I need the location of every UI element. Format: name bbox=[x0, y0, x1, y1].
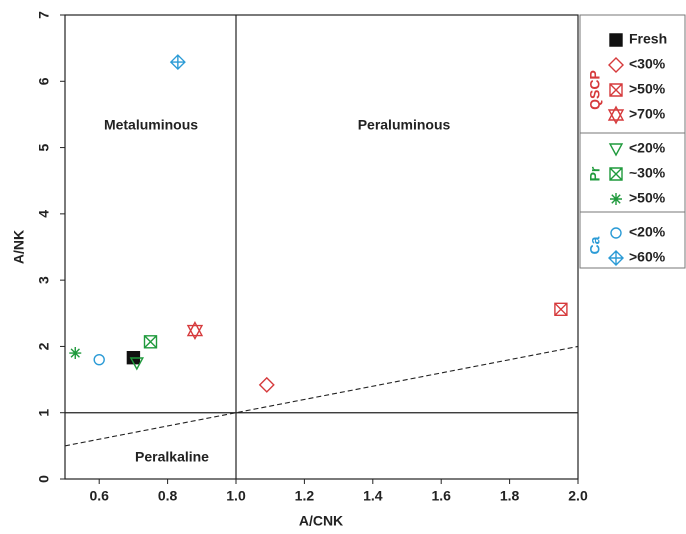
legend-group-label: Ca bbox=[587, 236, 603, 254]
x-tick-label: 1.2 bbox=[295, 488, 315, 504]
legend-box bbox=[579, 14, 686, 269]
y-tick-label: 7 bbox=[36, 11, 52, 19]
legend-marker bbox=[610, 227, 622, 239]
y-tick-label: 4 bbox=[36, 210, 52, 218]
y-tick-label: 5 bbox=[36, 143, 52, 151]
region-label: Peralkaline bbox=[135, 449, 209, 465]
data-point bbox=[143, 335, 158, 349]
legend-label: >60% bbox=[629, 249, 666, 265]
legend-label: >50% bbox=[629, 81, 666, 97]
x-tick-label: 0.6 bbox=[89, 488, 109, 504]
x-axis-label: A/CNK bbox=[299, 513, 343, 529]
data-point bbox=[129, 357, 144, 371]
legend-marker bbox=[609, 167, 623, 181]
region-label: Metaluminous bbox=[104, 117, 198, 133]
legend-marker bbox=[607, 105, 625, 125]
data-point bbox=[554, 302, 568, 317]
data-point bbox=[258, 376, 275, 393]
legend-marker bbox=[608, 250, 624, 266]
x-tick-label: 2.0 bbox=[568, 488, 588, 504]
dashed-reference-line bbox=[64, 345, 579, 447]
legend-label: <20% bbox=[629, 140, 666, 156]
y-tick-label: 0 bbox=[36, 475, 52, 483]
plot-frame bbox=[64, 14, 579, 480]
legend-marker bbox=[608, 57, 624, 73]
data-point bbox=[169, 54, 186, 71]
legend-label: <20% bbox=[629, 224, 666, 240]
y-tick-label: 1 bbox=[36, 409, 52, 417]
x-tick-label: 0.8 bbox=[158, 488, 178, 504]
region-label: Peraluminous bbox=[358, 117, 451, 133]
y-tick-label: 3 bbox=[36, 276, 52, 284]
legend-label: >70% bbox=[629, 106, 666, 122]
legend-marker bbox=[609, 33, 623, 47]
legend-label: ~30% bbox=[629, 165, 666, 181]
y-tick-label: 2 bbox=[36, 342, 52, 350]
data-point bbox=[186, 321, 204, 340]
y-axis-label: A/NK bbox=[11, 230, 27, 264]
legend-group-label: Pr bbox=[587, 166, 603, 181]
y-tick-label: 6 bbox=[36, 77, 52, 85]
legend-marker bbox=[608, 143, 624, 157]
x-tick-label: 1.8 bbox=[500, 488, 520, 504]
data-point bbox=[93, 354, 105, 366]
legend-label: Fresh bbox=[629, 31, 667, 47]
legend-label: <30% bbox=[629, 56, 666, 72]
legend-marker bbox=[610, 193, 622, 205]
legend-marker bbox=[609, 83, 623, 97]
x-tick-label: 1.0 bbox=[226, 488, 246, 504]
legend-group-label: QSCP bbox=[587, 70, 603, 110]
data-point bbox=[69, 347, 82, 360]
legend-label: >50% bbox=[629, 190, 666, 206]
x-tick-label: 1.4 bbox=[363, 488, 383, 504]
x-tick-label: 1.6 bbox=[431, 488, 451, 504]
